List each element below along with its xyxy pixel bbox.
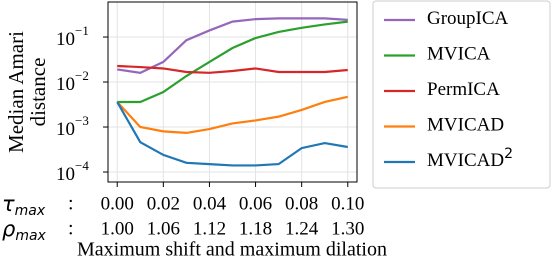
- row-subscript: max: [15, 228, 46, 244]
- legend-name: GroupICA: [427, 8, 509, 29]
- legend-name: MVICAD: [427, 115, 504, 136]
- y-tick-label: 10−3: [56, 113, 89, 140]
- y-tick-exponent: −2: [75, 68, 89, 83]
- x-tick-label: 0.00: [101, 193, 134, 214]
- legend-label: MVICAD: [427, 115, 504, 136]
- y-tick-label: 10−1: [56, 23, 89, 50]
- legend-label: GroupICA: [427, 8, 509, 29]
- legend-label: MVICAD2: [427, 146, 513, 171]
- x-tick-label-second-row: 1.18: [239, 218, 272, 239]
- y-tick-exponent: −4: [75, 158, 89, 173]
- legend-box: [372, 0, 551, 189]
- x-axis-label: Maximum shift and maximum dilation: [77, 239, 387, 261]
- legend-label: PermICA: [427, 79, 500, 100]
- x-tick-label: 0.04: [193, 193, 227, 214]
- y-tick-label: 10−2: [56, 68, 89, 95]
- series-line: [116, 101, 348, 167]
- row-symbol: ρ: [2, 217, 16, 241]
- x-tick-label-second-row: 1.12: [193, 218, 226, 239]
- x-tick-label: 0.06: [239, 193, 272, 214]
- series-line: [117, 20, 348, 104]
- x-tick-label: 0.08: [285, 193, 318, 214]
- x-tick-label-second-row: 1.30: [331, 218, 364, 239]
- plot-frame: [107, 1, 358, 183]
- x-tick-label: 0.10: [331, 193, 364, 214]
- series-line: [117, 17, 348, 74]
- row-suffix: :: [68, 218, 74, 240]
- legend-superscript: 2: [504, 146, 513, 162]
- y-axis-label-line: distance: [26, 58, 50, 127]
- legend-name: MVICA: [427, 44, 491, 65]
- series-line: [117, 64, 348, 74]
- y-axis-label-line: Median Amari: [4, 31, 28, 153]
- y-tick-exponent: −3: [75, 113, 89, 128]
- y-tick-base: 10: [56, 74, 75, 95]
- x-tick-label-second-row: 1.06: [147, 218, 180, 239]
- y-tick-label: 10−4: [56, 158, 89, 185]
- series-line: [116, 95, 349, 135]
- y-tick-base: 10: [56, 119, 75, 140]
- x-tick-label-second-row: 1.24: [285, 218, 319, 239]
- y-axis-label: Median Amaridistance: [4, 31, 50, 153]
- x-tick-label: 0.02: [147, 193, 180, 214]
- legend-label: MVICA: [427, 44, 491, 65]
- row-suffix: :: [68, 193, 74, 215]
- legend-name: MVICAD: [427, 150, 504, 171]
- x-row-label: τmax: [2, 192, 46, 219]
- y-tick-exponent: −1: [75, 23, 89, 38]
- x-row-label: ρmax: [2, 217, 47, 244]
- y-tick-base: 10: [56, 29, 75, 50]
- row-symbol: τ: [2, 192, 15, 216]
- legend-name: PermICA: [427, 79, 500, 100]
- y-tick-base: 10: [56, 164, 75, 185]
- row-subscript: max: [15, 203, 46, 219]
- x-tick-label-second-row: 1.00: [101, 218, 134, 239]
